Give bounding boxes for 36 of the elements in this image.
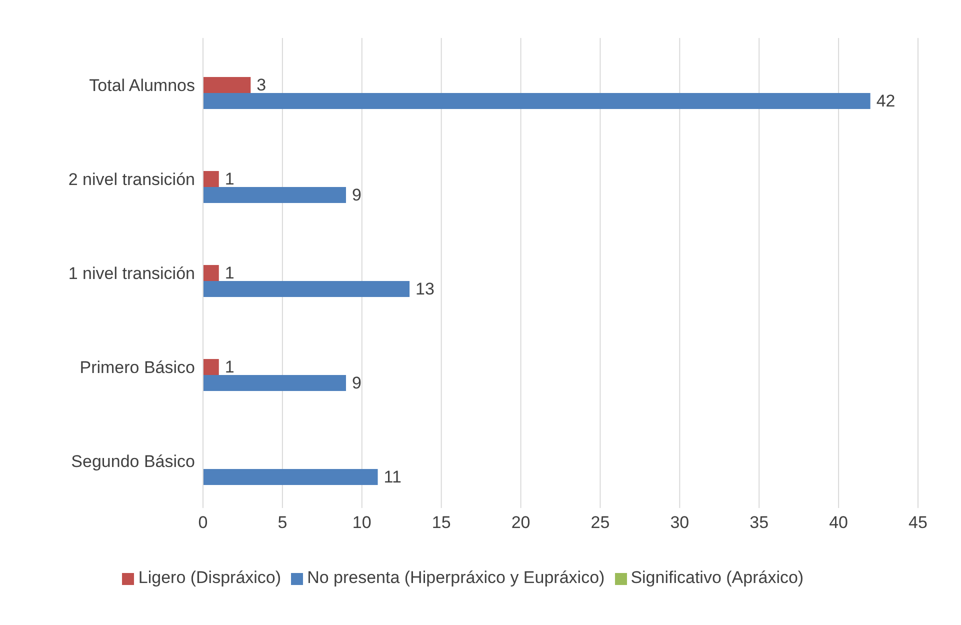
x-tick-label: 10 bbox=[352, 513, 372, 532]
x-tick-label: 40 bbox=[829, 513, 848, 532]
bar bbox=[203, 187, 346, 203]
bar bbox=[203, 93, 870, 109]
legend-label: Significativo (Apráxico) bbox=[630, 568, 804, 587]
bar bbox=[203, 359, 219, 375]
y-tick-label: 1 nivel transición bbox=[68, 264, 195, 284]
data-label: 13 bbox=[416, 280, 434, 298]
legend-label: Ligero (Dispráxico) bbox=[138, 568, 282, 587]
x-tick-label: 35 bbox=[750, 513, 769, 532]
legend-label: No presenta (Hiperpráxico y Eupráxico) bbox=[307, 568, 605, 587]
y-tick-label: Segundo Básico bbox=[71, 452, 195, 472]
data-label: 9 bbox=[352, 374, 362, 392]
data-label: 42 bbox=[876, 92, 896, 110]
data-label: 3 bbox=[256, 76, 266, 94]
bar bbox=[203, 265, 219, 281]
data-label: 11 bbox=[384, 468, 402, 486]
bar bbox=[203, 77, 251, 93]
x-tick-label: 15 bbox=[432, 513, 451, 532]
y-tick-label: 2 nivel transición bbox=[68, 170, 195, 190]
x-tick-label: 5 bbox=[278, 513, 288, 532]
bar bbox=[203, 469, 378, 485]
data-label: 9 bbox=[352, 186, 362, 204]
bar bbox=[203, 375, 346, 391]
y-tick-label: Primero Básico bbox=[80, 358, 195, 378]
x-tick-label: 0 bbox=[198, 513, 208, 532]
data-label: 1 bbox=[224, 170, 234, 188]
x-tick-label: 30 bbox=[670, 513, 690, 532]
data-label: 1 bbox=[224, 264, 234, 282]
x-tick-label: 45 bbox=[908, 513, 928, 532]
x-tick-label: 20 bbox=[511, 513, 530, 532]
x-tick-label: 25 bbox=[590, 513, 610, 532]
bar bbox=[203, 171, 219, 187]
bar bbox=[203, 281, 410, 297]
y-tick-label: Total Alumnos bbox=[89, 76, 195, 96]
data-label: 1 bbox=[224, 358, 234, 376]
